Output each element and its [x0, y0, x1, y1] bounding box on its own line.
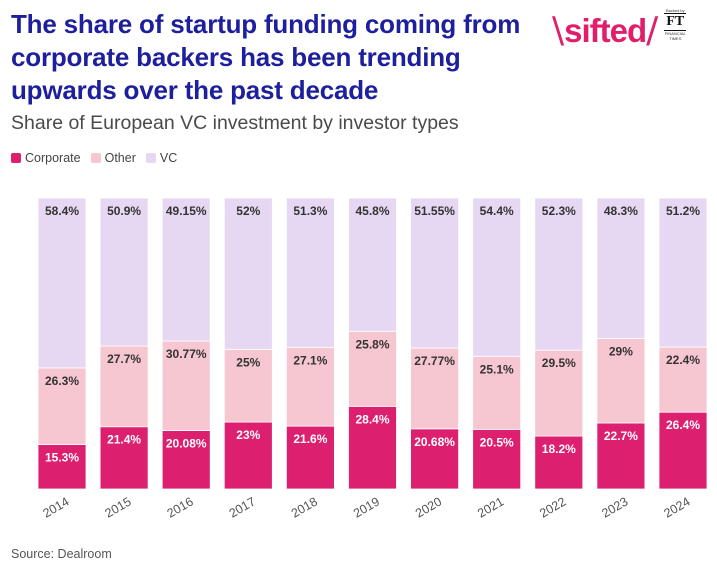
legend-item-corporate: Corporate [11, 151, 81, 165]
bar-corporate-2014 [37, 444, 87, 490]
chart-subtitle: Share of European VC investment by inves… [11, 112, 459, 134]
data-label-other-2017: 25% [236, 355, 260, 369]
bar-vc-2014 [37, 197, 87, 369]
data-label-corporate-2024: 26.4% [666, 418, 700, 432]
data-label-vc-2015: 50.9% [107, 204, 141, 218]
bar-corporate-2018 [285, 425, 335, 490]
legend-item-vc: VC [145, 151, 178, 165]
legend-label-vc: VC [159, 151, 178, 165]
data-label-vc-2018: 51.3% [293, 204, 327, 218]
data-label-vc-2022: 52.3% [542, 204, 576, 218]
bar-corporate-2022 [534, 435, 584, 490]
legend-swatch-other [90, 153, 101, 163]
data-label-corporate-2016: 20.08% [166, 437, 207, 451]
x-tick-label-2016: 2016 [165, 494, 196, 520]
data-label-other-2015: 27.7% [107, 352, 141, 366]
data-label-corporate-2018: 21.6% [293, 432, 327, 446]
x-tick-label-2019: 2019 [351, 494, 382, 520]
ft-name: FINANCIAL TIMES [664, 31, 686, 41]
legend-swatch-vc [145, 153, 156, 163]
bar-vc-2023 [596, 197, 646, 339]
bar-vc-2017 [223, 197, 273, 350]
x-tick-label-2015: 2015 [103, 494, 134, 520]
data-label-corporate-2020: 20.68% [414, 435, 455, 449]
data-label-corporate-2017: 23% [236, 428, 260, 442]
logo-divider-icon: / [646, 10, 659, 51]
legend-swatch-corporate [11, 153, 21, 163]
data-label-other-2019: 25.8% [355, 337, 389, 351]
logo-slash-icon: \ [552, 10, 565, 51]
bar-other-2014 [37, 367, 87, 445]
x-tick-label-2018: 2018 [289, 494, 320, 520]
bar-vc-2015 [99, 197, 149, 347]
data-label-other-2018: 27.1% [293, 353, 327, 367]
bar-other-2016 [161, 340, 211, 431]
source-note: Source: Dealroom [11, 547, 112, 561]
bar-corporate-2020 [410, 428, 460, 490]
data-label-vc-2020: 51.55% [414, 204, 455, 218]
bar-other-2022 [534, 349, 584, 437]
data-label-other-2024: 22.4% [666, 353, 700, 367]
bar-vc-2021 [472, 197, 522, 357]
data-label-other-2014: 26.3% [45, 374, 79, 388]
bar-corporate-2023 [596, 422, 646, 490]
data-label-corporate-2023: 22.7% [604, 429, 638, 443]
bar-other-2017 [223, 348, 273, 423]
data-label-vc-2024: 51.2% [666, 204, 700, 218]
bar-other-2021 [472, 355, 522, 430]
legend-item-other: Other [90, 151, 136, 165]
bar-corporate-2021 [472, 428, 522, 490]
data-label-corporate-2021: 20.5% [480, 435, 514, 449]
x-tick-label-2023: 2023 [599, 494, 630, 520]
data-label-vc-2016: 49.15% [166, 204, 207, 218]
sifted-ft-logo: \ sifted / Backed by FT FINANCIAL TIMES [552, 8, 688, 54]
bar-other-2015 [99, 345, 149, 428]
x-tick-label-2014: 2014 [40, 494, 71, 520]
data-label-other-2020: 27.77% [414, 354, 455, 368]
x-tick-label-2021: 2021 [475, 494, 506, 520]
data-label-vc-2019: 45.8% [355, 204, 389, 218]
bar-corporate-2024 [658, 411, 708, 490]
data-label-vc-2017: 52% [236, 204, 260, 218]
bar-vc-2020 [410, 197, 460, 349]
data-label-corporate-2019: 28.4% [355, 412, 389, 426]
sifted-wordmark: sifted [564, 12, 647, 49]
data-label-other-2022: 29.5% [542, 356, 576, 370]
legend-label-corporate: Corporate [25, 151, 81, 165]
chart-title: The share of startup funding coming from… [11, 9, 521, 105]
data-label-vc-2023: 48.3% [604, 204, 638, 218]
bar-vc-2022 [534, 197, 584, 351]
ft-tagline: Backed by [665, 8, 685, 13]
x-tick-label-2017: 2017 [227, 494, 258, 520]
bar-other-2024 [658, 346, 708, 413]
bar-corporate-2016 [161, 430, 211, 490]
bar-other-2019 [348, 330, 397, 407]
bar-other-2023 [596, 338, 646, 424]
data-label-vc-2014: 58.4% [45, 204, 79, 218]
data-label-corporate-2015: 21.4% [107, 433, 141, 447]
bar-other-2020 [410, 347, 460, 430]
x-tick-label-2020: 2020 [413, 494, 444, 520]
bar-vc-2024 [658, 197, 708, 348]
data-label-other-2023: 29% [609, 345, 633, 359]
legend-label-other: Other [104, 151, 136, 165]
data-label-vc-2021: 54.4% [480, 204, 514, 218]
data-label-other-2016: 30.77% [166, 347, 207, 361]
bar-vc-2016 [161, 197, 211, 342]
data-label-corporate-2022: 18.2% [542, 442, 576, 456]
ft-mark: FT [664, 13, 687, 31]
bar-vc-2018 [285, 197, 335, 348]
data-label-other-2021: 25.1% [480, 362, 514, 376]
x-tick-label-2022: 2022 [537, 494, 568, 520]
bar-corporate-2019 [348, 405, 397, 490]
legend: Corporate Other VC [11, 151, 177, 165]
bar-vc-2019 [348, 197, 397, 332]
data-label-corporate-2014: 15.3% [45, 450, 79, 464]
bar-other-2018 [285, 346, 335, 427]
x-tick-label-2024: 2024 [661, 494, 692, 520]
ft-logo: Backed by FT FINANCIAL TIMES [662, 8, 688, 54]
